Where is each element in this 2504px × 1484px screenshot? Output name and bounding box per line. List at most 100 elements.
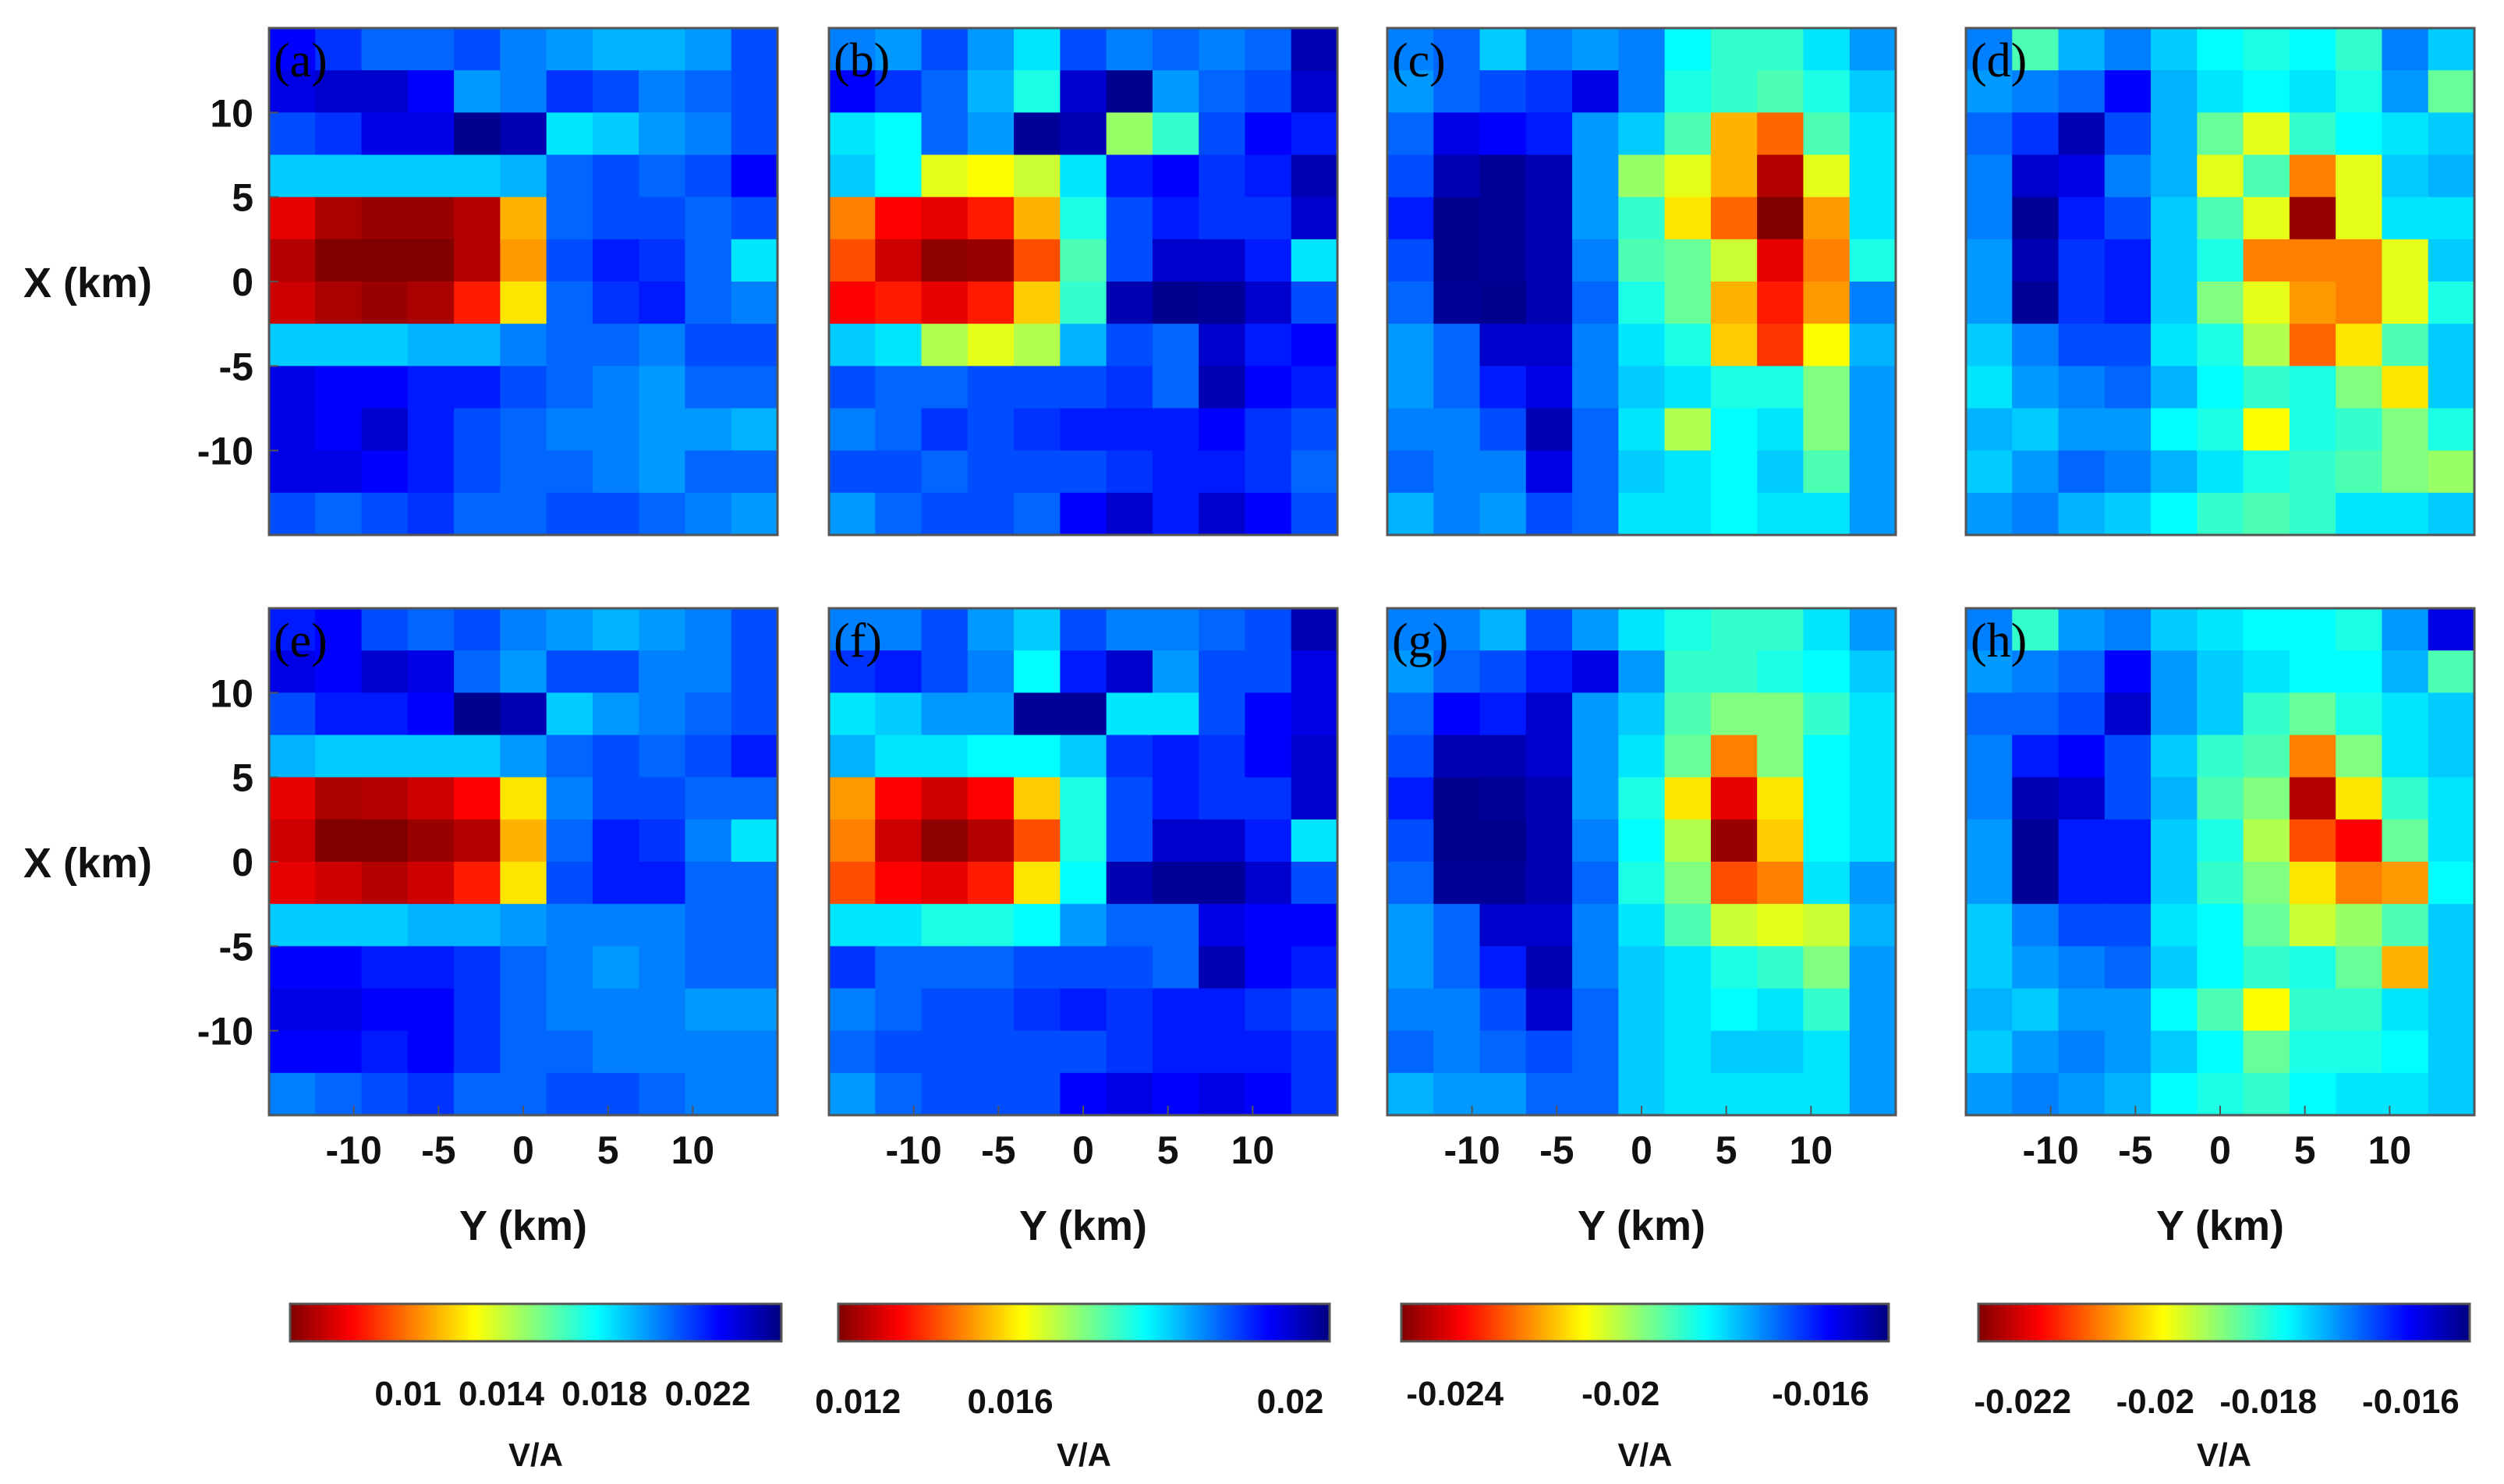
heatmap-cell: [2104, 650, 2152, 693]
heatmap-cell: [1106, 777, 1153, 820]
y-axis-label: X (km): [23, 260, 152, 306]
heatmap-cell: [921, 28, 969, 71]
heatmap-cell: [2243, 450, 2290, 494]
heatmap-cell: [546, 154, 593, 198]
heatmap-cell: [829, 946, 876, 990]
heatmap-cell: [2197, 408, 2244, 452]
x-axis-label: Y (km): [1578, 1202, 1705, 1249]
heatmap-cell: [1572, 282, 1619, 324]
heatmap-cell: [1245, 450, 1292, 494]
heatmap-cell: [546, 28, 593, 71]
heatmap-cell: [2336, 862, 2383, 905]
heatmap-cell: [2151, 450, 2198, 494]
x-tick-label: -10: [326, 1128, 382, 1172]
heatmap-cell: [2428, 946, 2475, 990]
heatmap-cell: [1152, 450, 1199, 494]
heatmap-cell: [1014, 324, 1061, 367]
x-tick-label: 0: [512, 1128, 534, 1172]
heatmap-cell: [2382, 450, 2429, 494]
heatmap-cell: [1664, 112, 1712, 156]
heatmap-cell: [361, 112, 409, 156]
heatmap-cell: [1433, 239, 1481, 282]
heatmap-cell: [685, 282, 732, 324]
heatmap-cell: [1664, 1030, 1712, 1074]
heatmap-cell: [1849, 70, 1897, 113]
heatmap-cell: [1618, 862, 1666, 905]
heatmap-cell: [1291, 28, 1338, 71]
heatmap-cell: [269, 988, 316, 1032]
heatmap-cell: [2151, 366, 2198, 409]
colorbar-tick-label: -0.016: [1772, 1375, 1869, 1413]
heatmap-cell: [2058, 1030, 2106, 1074]
heatmap-cell: [1479, 197, 1527, 240]
heatmap-cell: [1479, 819, 1527, 862]
heatmap-cell: [1572, 608, 1619, 651]
heatmap-cell: [1106, 366, 1153, 409]
heatmap-cell: [2058, 692, 2106, 736]
heatmap-cell: [1291, 197, 1338, 240]
panel-frame: [1964, 27, 2476, 537]
heatmap-cell: [1245, 28, 1292, 71]
heatmap-cell: [1291, 366, 1338, 409]
colorbar-tick-label: 0.01: [374, 1375, 441, 1413]
heatmap-cell: [454, 777, 501, 820]
heatmap-cell: [2104, 988, 2152, 1032]
heatmap-cell: [2336, 450, 2383, 494]
heatmap-cell: [1199, 28, 1246, 71]
heatmap-cell: [407, 650, 455, 693]
heatmap-cell: [500, 450, 547, 494]
heatmap-cell: [2428, 70, 2475, 113]
heatmap-cell: [967, 608, 1015, 651]
heatmap-cell: [407, 450, 455, 494]
heatmap-cell: [967, 692, 1015, 736]
heatmap-cell: [1479, 862, 1527, 905]
heatmap-cell: [1152, 1030, 1199, 1074]
heatmap-cell: [1803, 608, 1851, 651]
heatmap-cell: [2289, 904, 2336, 947]
heatmap-cell: [1618, 197, 1666, 240]
heatmap-cell: [2428, 1072, 2475, 1116]
heatmap-cell: [1014, 492, 1061, 536]
heatmap-cell: [731, 777, 778, 820]
heatmap-cell: [1572, 450, 1619, 494]
heatmap-cell: [2428, 408, 2475, 452]
heatmap-cell: [1014, 650, 1061, 693]
heatmap-cell: [1849, 366, 1897, 409]
heatmap-cell: [829, 28, 876, 71]
heatmap-cell: [2012, 1072, 2060, 1116]
heatmap-cell: [1060, 239, 1107, 282]
heatmap-cell: [500, 324, 547, 367]
heatmap-cell: [361, 408, 409, 452]
heatmap-cell: [2428, 282, 2475, 324]
heatmap-cell: [454, 608, 501, 651]
y-tick-label: 0: [232, 260, 253, 304]
heatmap-cell: [2104, 324, 2152, 367]
heatmap-cell: [2197, 862, 2244, 905]
heatmap-cell: [967, 197, 1015, 240]
heatmap-cell: [1849, 946, 1897, 990]
heatmap-cell: [2197, 946, 2244, 990]
heatmap-cell: [2104, 777, 2152, 820]
heatmap-cell: [1106, 450, 1153, 494]
heatmap-cell: [1664, 28, 1712, 71]
heatmap-cell: [592, 692, 639, 736]
heatmap-cell: [1849, 608, 1897, 651]
heatmap-cell: [500, 28, 547, 71]
heatmap-cell: [1966, 904, 2013, 947]
heatmap-cell: [454, 1072, 501, 1116]
heatmap-cell: [2012, 154, 2060, 198]
heatmap-cell: [2428, 650, 2475, 693]
panel-f: (f) -10 -5 0 5 10 Y (km): [827, 607, 1339, 1249]
heatmap-cell: [2382, 946, 2429, 990]
heatmap-cell: [875, 819, 923, 862]
heatmap-cell: [2012, 650, 2060, 693]
heatmap-cell: [361, 692, 409, 736]
heatmap-cell: [407, 1030, 455, 1074]
x-tick-label: 0: [1072, 1128, 1094, 1172]
heatmap-cell: [829, 492, 876, 536]
heatmap-cell: [2336, 735, 2383, 778]
heatmap-cell: [1199, 862, 1246, 905]
heatmap-cell: [1060, 988, 1107, 1032]
heatmap-cell: [454, 408, 501, 452]
heatmap-cell: [2382, 324, 2429, 367]
